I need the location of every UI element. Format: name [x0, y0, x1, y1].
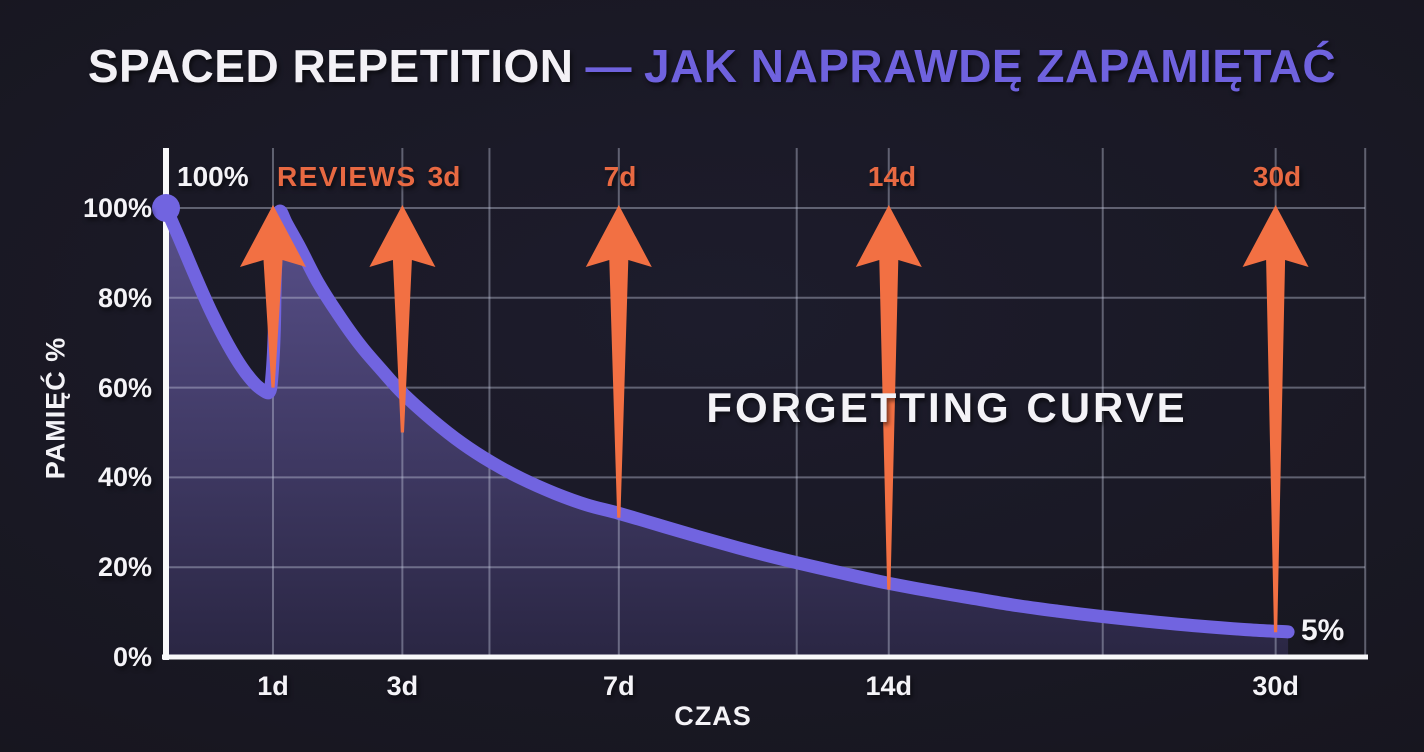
x-tick-14d: 14d [865, 671, 913, 701]
y-tick-60pct: 60% [97, 372, 152, 403]
end-value-label: 5% [1301, 614, 1345, 647]
page-title: SPACED REPETITION — JAK NAPRAWDĘ ZAPAMIĘTA… [0, 38, 1424, 94]
review-arrow-1d [240, 205, 306, 388]
title-accent: JAK NAPRAWDĘ ZAPAMIĘTAĆ [643, 40, 1337, 92]
curve-title-label: FORGETTING CURVE [706, 384, 1188, 431]
title-main: SPACED REPETITION [87, 40, 574, 92]
x-tick-7d: 7d [603, 671, 635, 701]
forgetting-curve-line [159, 201, 1295, 639]
x-tick-30d: 30d [1252, 671, 1299, 701]
x-tick-3d: 3d [386, 671, 419, 701]
x-tick-1d: 1d [257, 671, 289, 701]
review-interval-label-7d: 7d [603, 161, 637, 192]
review-arrow-30d [1242, 205, 1309, 633]
y-tick-20pct: 20% [97, 552, 152, 583]
review-arrow-3d [369, 205, 436, 433]
review-interval-label-14d: 14d [867, 161, 917, 192]
title-separator: — [585, 40, 632, 92]
y-tick-40pct: 40% [97, 462, 152, 493]
y-tick-100pct: 100% [82, 193, 152, 223]
review-interval-label-3d: 3d [427, 161, 461, 192]
review-interval-label-30d: 30d [1252, 161, 1302, 192]
reviews-label: REVIEWS [277, 161, 417, 192]
review-arrow-14d [855, 205, 922, 590]
under-curve-fill [166, 208, 1289, 657]
start-value-label: 100% [177, 161, 249, 192]
review-arrow-7d [585, 205, 652, 518]
y-tick-80pct: 80% [97, 282, 152, 313]
curve-start-dot [152, 194, 180, 222]
y-tick-0pct: 0% [112, 642, 152, 672]
x-axis-title: CZAS [674, 701, 752, 731]
